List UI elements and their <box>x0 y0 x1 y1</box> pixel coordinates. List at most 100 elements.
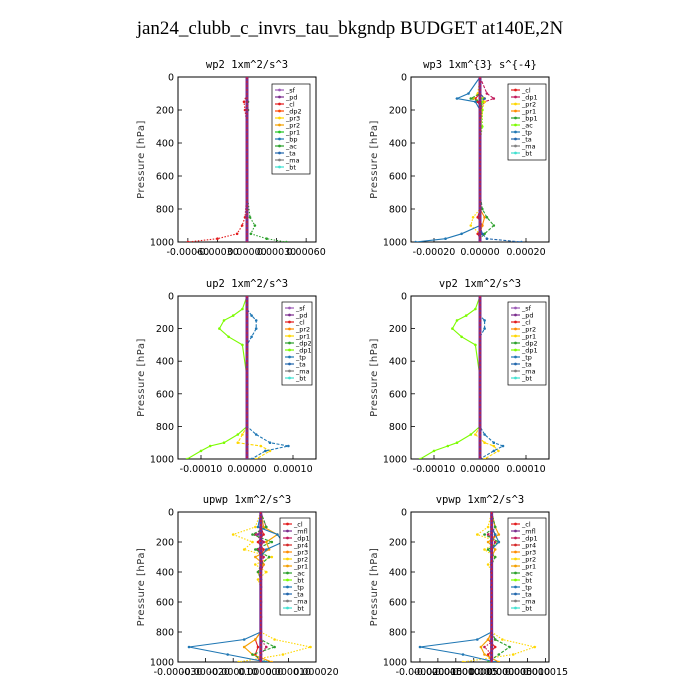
legend-label: _pr2 <box>295 325 310 333</box>
y-tick-label: 1000 <box>383 238 407 249</box>
data-point <box>497 449 500 453</box>
legend-label: _pr2 <box>521 555 536 563</box>
legend-label: _ta <box>521 590 532 598</box>
legend-marker <box>286 557 289 561</box>
data-point <box>236 433 240 436</box>
x-tick-label: -0.00060 <box>166 247 209 258</box>
data-point <box>270 555 274 559</box>
legend-label: _ta <box>521 360 532 368</box>
x-tick-label: -0.00020 <box>413 247 456 258</box>
panel-title: wp2 1xm^2/s^3 <box>206 59 288 71</box>
data-point <box>486 525 490 529</box>
data-point <box>270 660 274 662</box>
legend-marker <box>514 95 517 99</box>
data-point <box>533 645 536 649</box>
x-tick-label: -0.00010 <box>413 464 456 475</box>
y-tick-label: 800 <box>156 422 174 433</box>
legend-marker <box>514 606 517 610</box>
x-tick-label: 0.00010 <box>506 464 545 475</box>
data-point <box>486 533 490 536</box>
legend-marker <box>286 564 289 568</box>
legend-label: _dp2 <box>295 339 312 347</box>
data-point <box>483 319 486 322</box>
legend-label: _ma <box>293 597 308 605</box>
data-point <box>309 645 312 649</box>
legend-marker <box>288 313 291 317</box>
legend-label: _pr1 <box>285 128 300 136</box>
legend-label: _bt <box>293 604 304 612</box>
data-point <box>259 444 263 448</box>
legend-marker <box>514 320 517 324</box>
x-tick-label: -0.00010 <box>180 464 223 475</box>
legend-marker <box>514 578 517 582</box>
legend-label: _ma <box>285 156 300 164</box>
legend-marker <box>286 578 289 582</box>
legend-label: _ac <box>521 121 533 129</box>
series-line <box>186 296 248 459</box>
data-point <box>444 237 447 240</box>
legend-marker <box>278 95 281 99</box>
series-line <box>462 512 537 662</box>
data-point <box>483 457 486 459</box>
data-point <box>476 100 480 104</box>
y-tick-label: 0 <box>401 292 407 303</box>
data-point <box>276 533 279 536</box>
legend-marker <box>278 144 281 148</box>
data-point <box>216 237 219 240</box>
data-point <box>208 444 212 448</box>
legend-label: _sf <box>295 304 306 312</box>
legend-label: _bt <box>521 576 532 584</box>
data-point <box>265 540 268 544</box>
series-group <box>418 296 505 459</box>
panel-title: vpwp 1xm^2/s^3 <box>436 494 525 506</box>
data-point <box>464 314 468 317</box>
y-axis-label: Pressure [hPa] <box>369 548 380 627</box>
legend-label: _cl <box>295 318 305 326</box>
chart-panel-3: up2 1xm^2/s^3 Pressure [hPa] 0 200 400 600 800… <box>136 278 317 475</box>
legend-label: _bt <box>521 374 532 382</box>
data-point <box>227 335 230 339</box>
x-tick-label: -0.000010 <box>431 667 480 678</box>
legend-label: _tp <box>521 128 532 136</box>
data-point <box>476 232 480 236</box>
data-point <box>483 533 486 536</box>
data-point <box>254 319 258 322</box>
legend-marker <box>286 522 289 526</box>
legend-marker <box>514 529 517 533</box>
data-point <box>469 97 473 100</box>
legend-marker <box>288 376 291 380</box>
data-point <box>254 433 258 436</box>
data-point <box>262 548 265 551</box>
data-point <box>250 335 253 339</box>
x-tick-label: 0.00010 <box>273 464 312 475</box>
legend-label: _mfl <box>293 527 308 535</box>
y-tick-label: 0 <box>401 508 407 519</box>
data-point <box>493 660 497 662</box>
series-group <box>414 77 523 242</box>
legend-label: _cl <box>285 100 295 108</box>
legend-marker <box>278 102 281 106</box>
figure-title: jan24_clubb_c_invrs_tau_bkgndp BUDGET at… <box>136 18 564 39</box>
legend-marker <box>514 376 517 380</box>
legend-label: _bt <box>285 163 296 171</box>
legend-label: _dp1 <box>293 534 310 542</box>
legend-marker <box>286 550 289 554</box>
legend-marker <box>514 137 517 141</box>
data-point <box>270 540 274 544</box>
data-point <box>483 548 486 551</box>
y-tick-label: 0 <box>168 508 174 519</box>
legend-marker <box>278 165 281 169</box>
legend-label: _pr4 <box>521 541 536 549</box>
legend-marker <box>278 151 281 155</box>
data-point <box>497 533 501 536</box>
legend-marker <box>288 369 291 373</box>
data-point <box>481 232 484 236</box>
y-tick-label: 200 <box>389 538 407 549</box>
data-point <box>241 307 244 311</box>
data-point <box>493 638 497 641</box>
data-point <box>479 645 483 649</box>
data-point <box>231 314 235 317</box>
x-tick-label: 0.000000 <box>469 667 514 678</box>
legend-label: _ac <box>521 569 533 577</box>
